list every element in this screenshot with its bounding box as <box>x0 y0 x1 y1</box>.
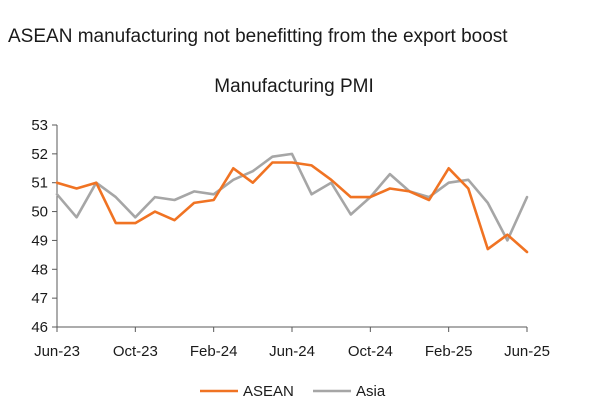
y-tick-label: 48 <box>31 261 48 278</box>
y-tick-label: 52 <box>31 146 48 163</box>
chart-legend: ASEAN Asia <box>200 383 386 400</box>
x-tick-label: Jun-24 <box>269 343 315 360</box>
legend-label-asean: ASEAN <box>243 383 294 400</box>
series-line-asia <box>55 152 529 242</box>
series-line-asean <box>55 161 529 254</box>
chart-headline: ASEAN manufacturing not benefitting from… <box>8 26 508 47</box>
y-tick-label: 51 <box>31 175 48 192</box>
x-tick-label: Feb-25 <box>425 343 473 360</box>
x-tick-label: Jun-25 <box>504 343 550 360</box>
y-tick-label: 49 <box>31 232 48 249</box>
x-tick-label: Oct-23 <box>113 343 158 360</box>
chart-title: Manufacturing PMI <box>214 76 373 97</box>
y-tick-label: 47 <box>31 290 48 307</box>
y-tick-label: 46 <box>31 319 48 336</box>
y-tick-label: 53 <box>31 117 48 134</box>
y-tick-label: 50 <box>31 204 48 221</box>
x-tick-label: Oct-24 <box>348 343 393 360</box>
chart-axes: 46 47 48 49 50 51 52 53 Jun-23 Oct-23 Feb-24 Jun-24… <box>31 117 550 360</box>
x-tick-label: Feb-24 <box>190 343 238 360</box>
x-tick-label: Jun-23 <box>34 343 80 360</box>
chart-series-layer <box>55 152 529 254</box>
legend-label-asia: Asia <box>356 383 386 400</box>
